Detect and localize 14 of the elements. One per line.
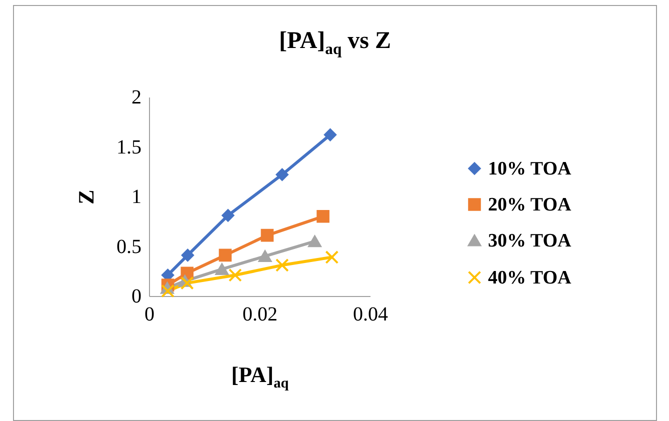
- y-tick-label: 1: [132, 186, 142, 208]
- y-tick-label: 1.5: [116, 136, 142, 158]
- x-axis-title: [PA]$_{aq}$: [231, 362, 289, 392]
- legend-label: 40% TOA: [488, 268, 572, 288]
- y-tick-label: 2: [132, 86, 142, 108]
- chart-title: [PA]$_{aq}$ vs Z: [278, 28, 392, 59]
- y-axis-title: Z: [74, 190, 98, 204]
- x-tick-label: 0.04: [353, 304, 388, 326]
- legend-label: 20% TOA: [488, 194, 572, 216]
- y-tick-label: 0.5: [116, 236, 142, 258]
- legend-label: 10% TOA: [488, 158, 572, 180]
- x-tick-label: 0.02: [242, 304, 278, 326]
- legend-label: 30% TOA: [488, 230, 572, 252]
- y-tick-label: 0: [132, 286, 142, 308]
